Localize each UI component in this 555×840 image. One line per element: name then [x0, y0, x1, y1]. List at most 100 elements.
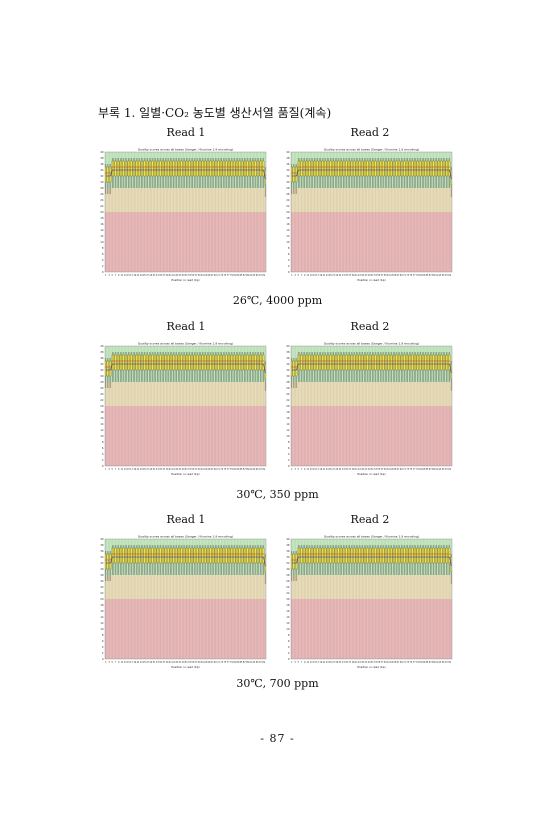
x-tick-label: 19 — [133, 274, 136, 277]
x-tick-label: 33 — [156, 468, 159, 471]
column-stripe — [204, 539, 207, 659]
quality-box — [159, 160, 162, 177]
column-stripe — [442, 152, 444, 272]
x-tick-label: 35 — [159, 274, 162, 277]
column-stripe — [127, 152, 130, 272]
plot-frame — [290, 345, 453, 467]
quality-box — [358, 160, 361, 177]
x-tick-label: 81 — [419, 274, 422, 277]
quality-box — [336, 160, 338, 177]
quality-box — [105, 360, 107, 377]
quality-box — [390, 354, 393, 371]
x-tick-label: 43 — [172, 274, 175, 277]
quality-box — [185, 547, 188, 564]
x-tick-label: 21 — [323, 274, 326, 277]
x-tick-label: 95 — [442, 468, 445, 471]
caption-30c-350ppm: 30℃, 350 ppm — [236, 488, 319, 501]
column-stripe — [439, 152, 441, 272]
column-stripe — [377, 539, 380, 659]
x-tick-label: 67 — [397, 274, 400, 277]
quality-box — [148, 354, 151, 371]
x-tick-label: 3 — [294, 661, 296, 664]
column-stripe — [140, 346, 143, 466]
column-stripe — [358, 152, 361, 272]
quality-box — [332, 160, 335, 177]
quality-box — [248, 547, 250, 564]
column-stripe — [397, 152, 399, 272]
quality-box — [217, 160, 220, 177]
column-stripe — [339, 346, 341, 466]
quality-box — [256, 160, 258, 177]
x-tick-label: 65 — [393, 661, 396, 664]
y-tick-label: 32 — [100, 561, 104, 565]
quality-box — [243, 547, 246, 564]
x-tick-label: 87 — [429, 274, 432, 277]
y-tick-label: 28 — [100, 573, 104, 577]
column-stripe — [381, 346, 383, 466]
quality-box — [208, 354, 210, 371]
quality-box — [121, 160, 123, 177]
x-tick-label: 1 — [105, 468, 107, 471]
quality-box — [329, 354, 332, 371]
x-tick-label: 19 — [319, 274, 322, 277]
x-tick-label: 71 — [217, 468, 220, 471]
y-tick-label: 12 — [286, 428, 290, 432]
x-tick-label: 93 — [439, 274, 442, 277]
column-stripe — [345, 346, 348, 466]
x-tick-label: 13 — [124, 661, 127, 664]
quality-box — [355, 354, 357, 371]
x-tick-label: 31 — [153, 661, 156, 664]
x-tick-label: 43 — [172, 661, 175, 664]
quality-box — [148, 160, 151, 177]
quality-box — [108, 360, 110, 377]
y-tick-label: 18 — [100, 216, 104, 220]
x-tick-label: 47 — [178, 468, 181, 471]
quality-box — [151, 160, 154, 177]
quality-box — [203, 547, 205, 564]
column-stripe — [117, 346, 120, 466]
column-stripe — [208, 152, 210, 272]
quality-box — [384, 160, 386, 177]
x-tick-label: 71 — [217, 661, 220, 664]
quality-box — [125, 547, 128, 564]
column-stripe — [397, 346, 399, 466]
x-tick-label: 35 — [345, 274, 348, 277]
column-stripe — [220, 539, 223, 659]
quality-box — [229, 354, 231, 371]
x-tick-label: 29 — [149, 661, 152, 664]
quality-box — [365, 547, 367, 564]
column-stripe — [319, 152, 322, 272]
x-tick-label: 45 — [175, 661, 178, 664]
column-stripe — [114, 346, 117, 466]
x-tick-label: 89 — [432, 468, 435, 471]
quality-box — [386, 354, 388, 371]
x-tick-label: 41 — [169, 468, 172, 471]
quality-box — [256, 547, 258, 564]
column-stripe — [220, 346, 223, 466]
x-tick-label: 9 — [304, 661, 306, 664]
quality-box — [229, 547, 231, 564]
quality-box — [179, 160, 181, 177]
x-tick-label: 43 — [358, 661, 361, 664]
column-stripe — [217, 346, 220, 466]
quality-box — [216, 160, 218, 177]
quality-box — [398, 354, 401, 371]
column-stripe — [406, 152, 409, 272]
y-tick-label: 14 — [286, 422, 290, 426]
y-tick-label: 14 — [100, 615, 104, 619]
x-tick-label: 61 — [387, 661, 390, 664]
quality-box — [366, 547, 369, 564]
quality-box — [249, 547, 252, 564]
quality-box — [246, 160, 249, 177]
column-stripe — [310, 539, 312, 659]
quality-box — [254, 354, 257, 371]
quality-box — [427, 547, 430, 564]
quality-box — [145, 160, 147, 177]
column-stripe — [381, 152, 383, 272]
quality-box — [381, 547, 383, 564]
quality-box — [421, 547, 423, 564]
quality-box — [350, 354, 353, 371]
quality-box — [209, 547, 212, 564]
quality-box — [249, 160, 252, 177]
quality-box — [405, 547, 407, 564]
